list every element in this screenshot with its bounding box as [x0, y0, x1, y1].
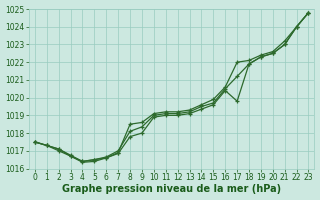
X-axis label: Graphe pression niveau de la mer (hPa): Graphe pression niveau de la mer (hPa): [62, 184, 281, 194]
